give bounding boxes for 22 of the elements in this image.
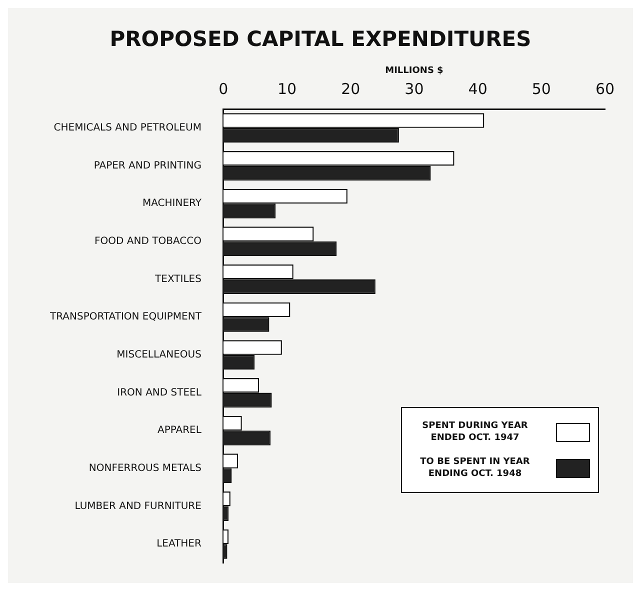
x-tick-label: 60: [595, 80, 615, 98]
y-tick-label: TRANSPORTATION EQUIPMENT: [48, 312, 202, 323]
y-tick-label: LEATHER: [156, 538, 202, 550]
y-tick-label: MISCELLANEOUS: [116, 350, 202, 361]
x-axis-title: MILLIONS $: [385, 66, 444, 76]
y-tick-label: LUMBER AND FURNITURE: [74, 500, 202, 512]
y-tick-label: APPAREL: [157, 425, 202, 436]
x-tick-label: 50: [532, 80, 551, 98]
x-tick-label: 10: [277, 80, 297, 98]
y-tick-label: FOOD AND TOBACCO: [94, 236, 202, 248]
x-tick-label: 0: [218, 80, 228, 98]
chart-title: PROPOSED CAPITAL EXPENDITURES: [110, 27, 532, 52]
x-tick-label: 20: [341, 80, 360, 98]
x-tick-label: 30: [404, 80, 424, 98]
legend: SPENT DURING YEAR ENDED OCT. 1947 TO BE SPENT IN YEAR ENDING OCT. 1948: [401, 407, 599, 493]
y-tick-label: PAPER AND PRINTING: [94, 160, 202, 172]
y-tick-label: TEXTILES: [154, 274, 202, 285]
y-tick-label: MACHINERY: [142, 198, 202, 210]
y-tick-label: CHEMICALS AND PETROLEUM: [54, 122, 202, 134]
y-tick-label: IRON AND STEEL: [117, 387, 202, 398]
x-tick-label: 40: [468, 80, 488, 98]
y-tick-label: NONFERROUS METALS: [88, 463, 202, 474]
